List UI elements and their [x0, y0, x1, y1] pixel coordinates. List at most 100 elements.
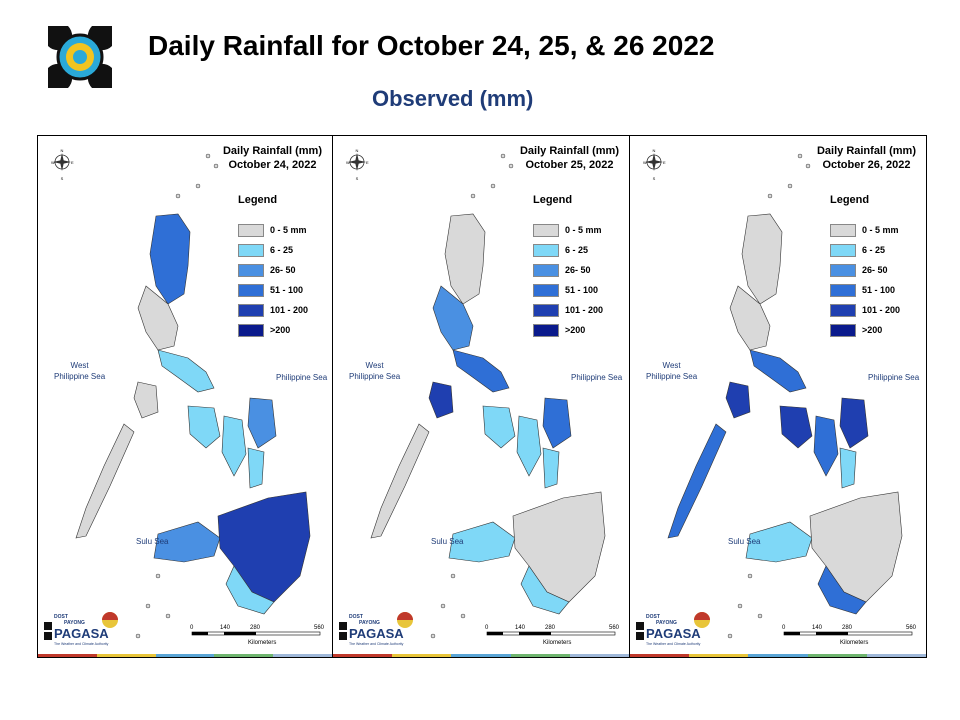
- compass-s-label: S: [653, 176, 656, 181]
- legend-row: 0 - 5 mm: [238, 220, 308, 240]
- legend-title: Legend: [533, 194, 573, 206]
- legend-label: 101 - 200: [862, 305, 901, 315]
- agency-name: PAGASA: [646, 626, 701, 641]
- legend-row: >200: [238, 320, 308, 340]
- legend-label: >200: [270, 325, 291, 335]
- compass-n-label: N: [61, 148, 64, 153]
- scale-tick: 0: [782, 625, 786, 631]
- legend-label: 6 - 25: [270, 245, 294, 255]
- west-sea-line2: Philippine Sea: [646, 372, 698, 381]
- legend-label: 0 - 5 mm: [270, 225, 307, 235]
- compass-s-label: S: [61, 176, 64, 181]
- panel-title: Daily Rainfall (mm) October 25, 2022: [520, 144, 619, 172]
- island-luzonSouth: [749, 349, 807, 393]
- agency-tagline: The Weather and Climate Authority: [646, 642, 701, 646]
- legend-row: 6 - 25: [830, 240, 900, 260]
- small-island: [155, 573, 161, 579]
- legend-label: 26- 50: [862, 265, 888, 275]
- island-luzonMid: [432, 285, 474, 351]
- philippines-map: [667, 153, 903, 639]
- scale-tick: 140: [515, 625, 526, 631]
- page-title: Daily Rainfall for October 24, 25, & 26 …: [148, 30, 715, 61]
- stripe-segment: [155, 654, 215, 657]
- legend-title: Legend: [238, 194, 278, 206]
- legend-swatch: [533, 223, 559, 237]
- compass-n-label: N: [653, 148, 656, 153]
- compass-rose-icon: N S W E: [51, 148, 74, 181]
- scale-tick: 560: [906, 625, 917, 631]
- scale-tick: 140: [220, 625, 231, 631]
- island-visWest: [482, 405, 516, 449]
- island-luzonMid: [137, 285, 179, 351]
- legend-row: 51 - 100: [830, 280, 900, 300]
- small-island: [797, 153, 803, 159]
- west-sea-line2: Philippine Sea: [349, 372, 401, 381]
- legend-row: 0 - 5 mm: [533, 220, 603, 240]
- small-island: [490, 183, 496, 189]
- legend-row: 26- 50: [830, 260, 900, 280]
- legend-label: 6 - 25: [862, 245, 886, 255]
- island-leyte: [247, 447, 265, 489]
- island-samar: [247, 397, 277, 449]
- legend-swatch: [830, 303, 856, 317]
- island-leyte: [839, 447, 857, 489]
- map-panels: N S W E Daily Rainfall (mm) October 24, 2…: [37, 135, 927, 658]
- scale-unit: Kilometers: [543, 640, 571, 646]
- legend-swatch: [533, 323, 559, 337]
- scale-tick: 560: [609, 625, 620, 631]
- legend-label: 26- 50: [565, 265, 591, 275]
- scale-bar: 0 140 280 560 Kilometers: [190, 625, 325, 646]
- sulu-sea-label: Sulu Sea: [728, 537, 761, 546]
- panel-title-line1: Daily Rainfall (mm): [222, 145, 322, 157]
- legend-swatch: [533, 243, 559, 257]
- west-sea-line1: West: [365, 361, 384, 370]
- legend-swatch: [830, 243, 856, 257]
- island-samar: [839, 397, 869, 449]
- legend-row: 51 - 100: [533, 280, 603, 300]
- agency-tagline: The Weather and Climate Authority: [54, 642, 109, 646]
- legend-label: 101 - 200: [565, 305, 604, 315]
- small-island: [727, 633, 733, 639]
- philippines-map: [370, 153, 606, 639]
- sulu-sea-label: Sulu Sea: [136, 537, 169, 546]
- panel-title: Daily Rainfall (mm) October 26, 2022: [817, 144, 916, 172]
- scale-tick: 280: [545, 625, 556, 631]
- color-stripe: [38, 654, 332, 657]
- scale-tick: 280: [250, 625, 261, 631]
- small-island: [145, 603, 151, 609]
- panel-title-line2: October 26, 2022: [822, 159, 911, 171]
- legend-row: 6 - 25: [533, 240, 603, 260]
- small-island: [757, 613, 763, 619]
- legend-row: 101 - 200: [238, 300, 308, 320]
- pagasa-seal-logo: [48, 26, 112, 88]
- scale-unit: Kilometers: [840, 640, 868, 646]
- pagasa-logo: DOST PAYONG PAGASA The Weather and Clima…: [339, 612, 413, 646]
- stripe-segment: [392, 654, 452, 657]
- legend-row: 26- 50: [533, 260, 603, 280]
- island-luzonNorth: [741, 213, 783, 305]
- legend: 0 - 5 mm 6 - 25 26- 50 51 - 100 101 - 200 >20…: [533, 220, 603, 340]
- island-mindoro: [428, 381, 454, 419]
- map-panel-oct-24: N S W E Daily Rainfall (mm) October 24, 2…: [37, 135, 333, 658]
- legend-label: >200: [862, 325, 883, 335]
- scale-bar: 0 140 280 560 Kilometers: [485, 625, 620, 646]
- sulu-sea-label: Sulu Sea: [431, 537, 464, 546]
- small-island: [430, 633, 436, 639]
- island-leyte: [542, 447, 560, 489]
- island-mindanaoWest: [745, 521, 813, 563]
- island-mindanaoSouth: [520, 565, 570, 615]
- compass-n-label: N: [356, 148, 359, 153]
- legend-row: >200: [830, 320, 900, 340]
- compass-rose-icon: N S W E: [643, 148, 666, 181]
- scale-unit: Kilometers: [248, 640, 276, 646]
- compass-w-label: W: [643, 160, 647, 165]
- compass-w-label: W: [346, 160, 350, 165]
- island-visWest: [187, 405, 221, 449]
- island-luzonSouth: [452, 349, 510, 393]
- scale-tick: 280: [842, 625, 853, 631]
- island-mindanaoWest: [153, 521, 221, 563]
- island-mindoro: [133, 381, 159, 419]
- compass-w-label: W: [51, 160, 55, 165]
- map-panel-oct-26: N S W E Daily Rainfall (mm) October 26, 2…: [630, 135, 927, 658]
- legend-label: 0 - 5 mm: [565, 225, 602, 235]
